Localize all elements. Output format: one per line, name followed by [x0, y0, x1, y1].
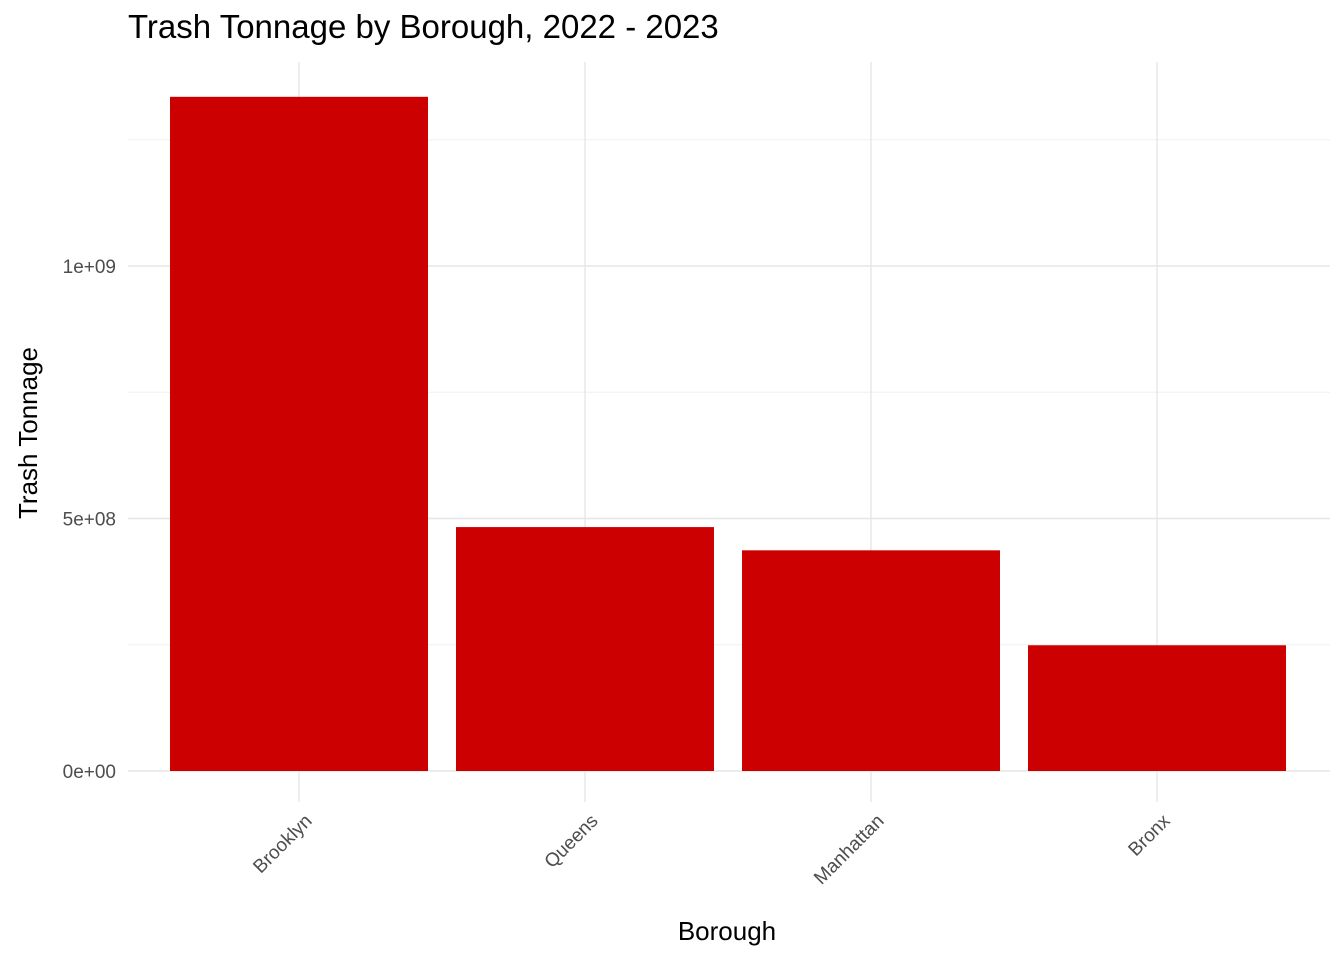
- chart-title: Trash Tonnage by Borough, 2022 - 2023: [128, 8, 719, 45]
- x-tick-label: Brooklyn: [249, 811, 316, 878]
- x-tick-labels: Brooklyn Queens Manhattan Bronx: [249, 810, 1174, 889]
- x-tick-label: Queens: [541, 811, 603, 873]
- y-axis-title: Trash Tonnage: [13, 347, 43, 519]
- x-tick-label: Manhattan: [810, 811, 888, 889]
- y-tick-label: 5e+08: [63, 510, 116, 531]
- bar-bronx: [1028, 645, 1286, 771]
- bars: [170, 96, 1286, 771]
- bar-manhattan: [742, 550, 1000, 771]
- bar-queens: [456, 527, 714, 771]
- y-tick-labels: 0e+00 5e+08 1e+09: [63, 257, 116, 783]
- y-tick-label: 0e+00: [63, 762, 116, 783]
- x-axis-title: Borough: [678, 916, 776, 946]
- x-tick-label: Bronx: [1125, 810, 1175, 860]
- y-tick-label: 1e+09: [63, 257, 116, 278]
- bar-brooklyn: [170, 96, 428, 771]
